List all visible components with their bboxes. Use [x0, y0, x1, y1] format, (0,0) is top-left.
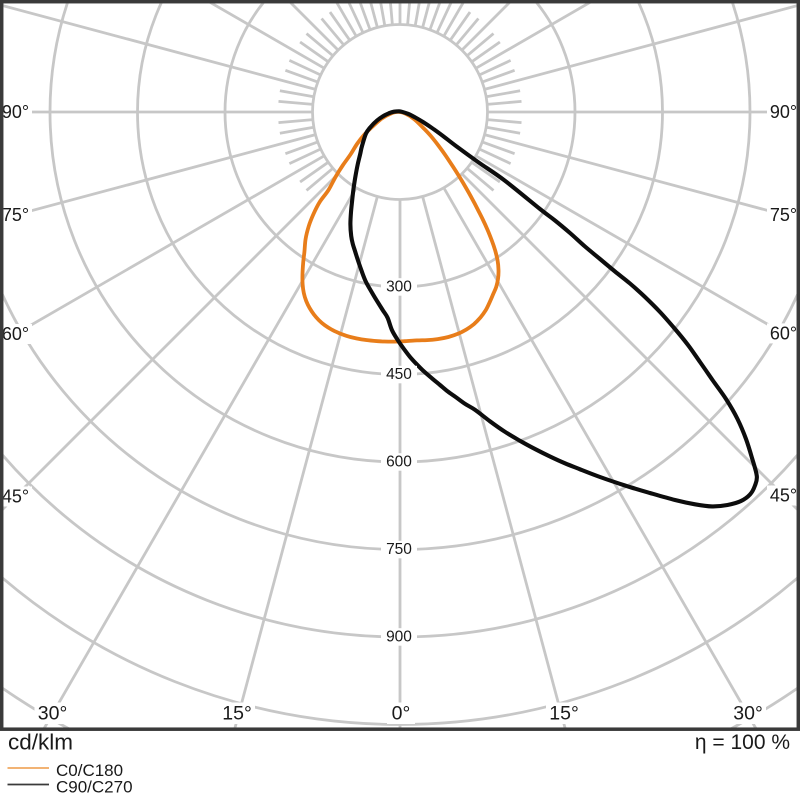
svg-text:C0/C180: C0/C180: [56, 761, 123, 780]
svg-text:750: 750: [386, 541, 412, 558]
svg-text:60°: 60°: [2, 324, 29, 344]
svg-text:600: 600: [386, 454, 412, 471]
svg-text:0°: 0°: [392, 702, 411, 724]
svg-text:C90/C270: C90/C270: [56, 778, 133, 797]
svg-text:η = 100 %: η = 100 %: [695, 731, 790, 754]
svg-text:90°: 90°: [770, 102, 797, 122]
svg-text:45°: 45°: [770, 486, 797, 506]
svg-text:75°: 75°: [2, 205, 29, 225]
svg-text:300: 300: [386, 279, 412, 296]
svg-text:900: 900: [386, 629, 412, 646]
svg-text:90°: 90°: [2, 102, 29, 122]
svg-text:15°: 15°: [222, 702, 252, 724]
svg-text:75°: 75°: [770, 205, 797, 225]
svg-text:15°: 15°: [549, 702, 579, 724]
svg-text:30°: 30°: [733, 702, 763, 724]
svg-text:30°: 30°: [38, 702, 68, 724]
svg-text:45°: 45°: [2, 487, 29, 507]
svg-text:cd/klm: cd/klm: [8, 730, 73, 755]
svg-text:60°: 60°: [770, 323, 797, 343]
svg-text:450: 450: [386, 366, 412, 383]
